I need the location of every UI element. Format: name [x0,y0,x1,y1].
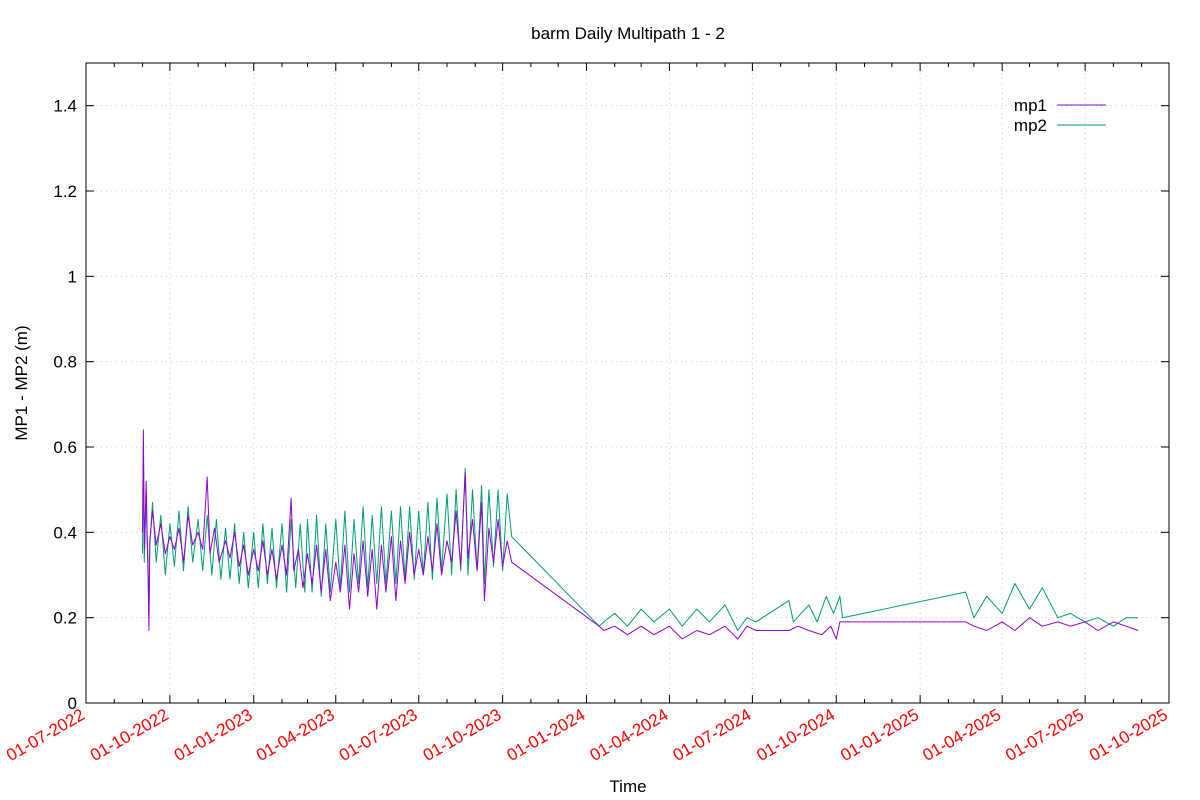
x-tick-label: 01-07-2023 [336,705,421,765]
x-tick-label: 01-04-2025 [919,705,1004,765]
x-tick-label: 01-10-2022 [87,705,172,765]
x-tick-label: 01-10-2023 [420,705,505,765]
x-tick-label: 01-07-2022 [3,705,88,765]
x-tick-label: 01-01-2024 [504,705,589,765]
y-tick-label: 0.2 [53,609,77,628]
series-line-mp2 [142,446,1138,631]
series-line-mp1 [142,429,1139,640]
x-axis-label: Time [609,777,646,796]
x-tick-labels: 01-07-2022 01-10-2022 01-01-202301-04-2023… [3,705,1171,765]
plot-frame [85,62,1170,704]
axis-ticks [85,63,1170,704]
x-tick-label: 01-07-2025 [1002,705,1087,765]
series-layer [142,429,1139,640]
y-tick-label: 0.4 [53,523,77,542]
chart-title: barm Daily Multipath 1 - 2 [531,24,725,43]
x-tick-label: 01-07-2024 [670,705,755,765]
x-tick-label: 01-10-2025 [1086,705,1171,765]
legend-label-mp2: mp2 [1014,116,1047,135]
x-tick-label: 01-04-2024 [587,705,672,765]
legend-label-mp1: mp1 [1014,96,1047,115]
y-tick-label: 1.4 [53,97,77,116]
y-tick-label: 0.8 [53,353,77,372]
y-tick-label: 0 [68,694,77,713]
y-tick-label: 1 [68,267,77,286]
y-tick-label: 0.6 [53,438,77,457]
y-tick-labels: 0 0.2 0.4 0.6 0.8 1 1.2 1.4 [53,97,77,713]
y-tick-label: 1.2 [53,182,77,201]
x-tick-label: 01-10-2024 [753,705,838,765]
grid-lines [86,63,1169,703]
x-tick-label: 01-04-2023 [253,705,338,765]
y-axis-label: MP1 - MP2 (m) [12,325,31,440]
x-tick-label: 01-01-2023 [171,705,256,765]
x-tick-label: 01-01-2025 [837,705,922,765]
